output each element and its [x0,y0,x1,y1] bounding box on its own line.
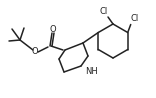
Text: NH: NH [85,67,98,75]
Text: Cl: Cl [131,14,139,23]
Text: O: O [32,46,38,55]
Text: O: O [50,24,56,34]
Text: Cl: Cl [100,6,108,15]
